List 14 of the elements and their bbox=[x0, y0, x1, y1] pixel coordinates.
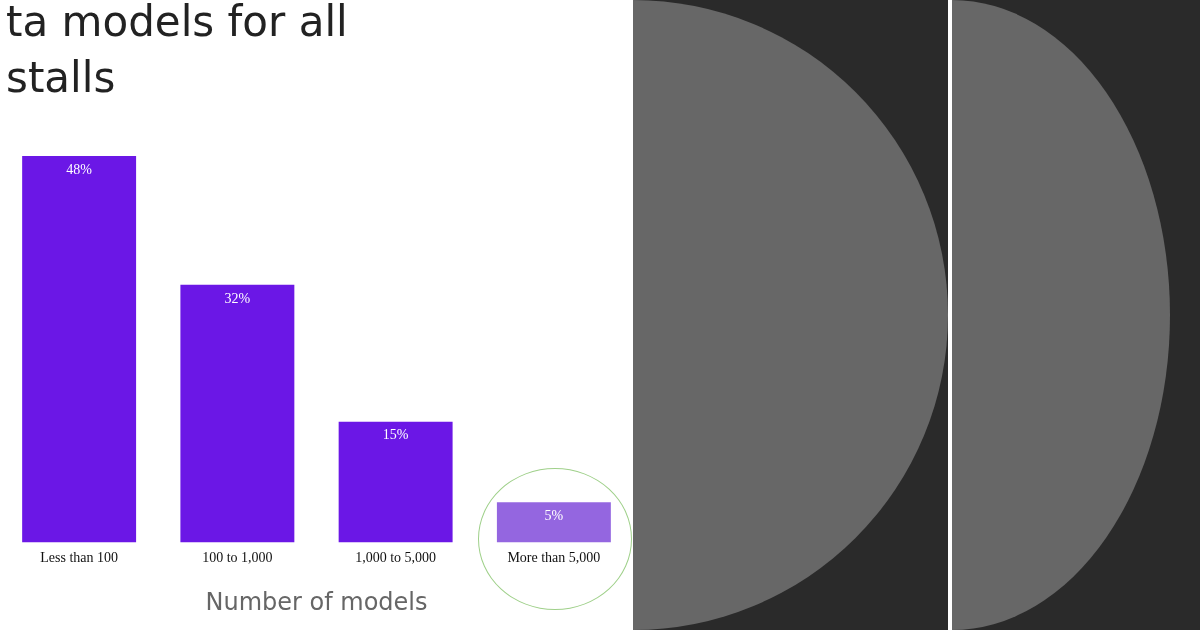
bar bbox=[22, 156, 137, 543]
data-label: 32% bbox=[224, 290, 251, 306]
x-axis-title: Number of models bbox=[205, 587, 428, 616]
bar bbox=[180, 284, 295, 543]
bar bbox=[496, 502, 611, 543]
x-tick-label: More than 5,000 bbox=[507, 550, 601, 566]
x-tick-label: 100 to 1,000 bbox=[202, 550, 273, 566]
chart-title: ta models for all stalls bbox=[6, 0, 349, 104]
data-label: 15% bbox=[382, 427, 409, 443]
data-label: 48% bbox=[66, 161, 93, 177]
data-label: 5% bbox=[544, 507, 564, 523]
x-tick-label: 1,000 to 5,000 bbox=[355, 550, 437, 566]
x-tick-label: Less than 100 bbox=[40, 550, 119, 566]
bar bbox=[338, 421, 453, 543]
